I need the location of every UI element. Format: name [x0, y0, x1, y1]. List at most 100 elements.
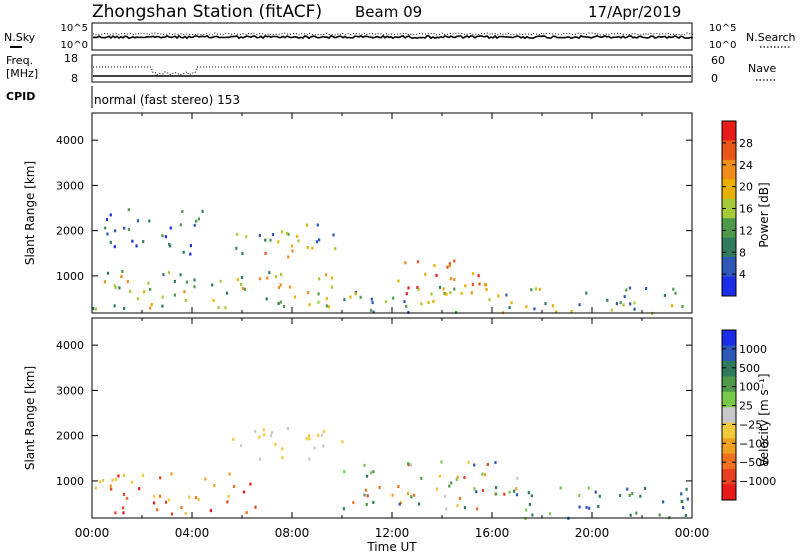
velocity-cell [448, 484, 451, 488]
power-cell [318, 277, 321, 281]
velocity-cell [635, 511, 638, 515]
colorbar-swatch [722, 330, 736, 346]
power-cell [136, 297, 139, 301]
power-cell [275, 275, 278, 279]
velocity-cell [138, 487, 141, 491]
power-cell [182, 250, 185, 254]
power-cell [449, 291, 452, 295]
velocity-cell [435, 487, 438, 491]
power-cell [430, 292, 433, 296]
power-cell [147, 281, 150, 285]
x-tick-label: 00:00 [75, 526, 110, 540]
power-cell [129, 289, 132, 293]
power-cell [142, 240, 145, 244]
velocity-cell [515, 487, 518, 491]
power-cell [606, 298, 609, 302]
velocity-cell [126, 496, 129, 500]
velocity-cell [628, 493, 631, 497]
power-cell [179, 223, 182, 227]
velocity-cell [364, 488, 368, 492]
power-cell [308, 303, 311, 307]
nave-trace [93, 66, 693, 76]
velocity-cell [254, 505, 257, 509]
power-cell [315, 240, 318, 244]
colorbar-swatch [722, 237, 736, 258]
power-cell [510, 301, 513, 305]
velocity-cell [204, 477, 207, 481]
power-cell [307, 291, 310, 295]
power-cell [306, 246, 309, 249]
power-cell [149, 306, 152, 310]
velocity-cell [271, 430, 274, 434]
velocity-cell [598, 494, 601, 498]
power-cell [610, 308, 613, 312]
power-cell [164, 235, 167, 239]
power-cell [118, 286, 121, 290]
colorbar-frame [721, 329, 737, 501]
noise-tick-bottom-left: 10^0 [61, 40, 88, 51]
velocity-cell [232, 485, 236, 488]
power-cell [416, 260, 420, 264]
velocity-cell [170, 472, 173, 476]
power-cell [585, 291, 588, 295]
power-cell [150, 303, 153, 306]
velocity-cell [286, 427, 289, 430]
power-cell [628, 286, 632, 290]
freq-panel-frame [91, 54, 693, 83]
power-cell [123, 307, 126, 310]
power-cell [265, 297, 268, 301]
power-cell [325, 297, 328, 301]
power-cell [297, 239, 300, 243]
velocity-cell [242, 490, 245, 494]
velocity-cell [188, 495, 191, 499]
velocity-cell [122, 474, 126, 478]
velocity-cell [194, 496, 198, 500]
power-cell [538, 287, 541, 291]
power-cell [327, 305, 330, 309]
velocity-cell [516, 476, 519, 480]
velocity-cell [418, 502, 421, 506]
power-cell [455, 310, 458, 314]
power-cell [193, 278, 196, 282]
power-cell [236, 278, 239, 282]
power-cell [443, 291, 446, 295]
power-cell [266, 276, 269, 280]
power-cell [131, 239, 134, 243]
colorbar-tick-label: −25 [739, 418, 762, 431]
power-cell [448, 264, 451, 268]
velocity-cell [587, 486, 590, 490]
power-cell [161, 295, 164, 299]
velocity-cell [111, 478, 114, 482]
velocity-cell [594, 490, 597, 494]
power-cell [123, 226, 126, 230]
nave-tick-top: 60 [711, 54, 725, 67]
noise-tick-top-right: 10^5 [709, 23, 736, 34]
velocity-cell [597, 505, 600, 508]
velocity-cell [525, 508, 528, 512]
power-cell [113, 284, 116, 288]
power-cell [126, 280, 129, 284]
velocity-cell [164, 500, 168, 504]
velocity-cell [363, 493, 366, 497]
velocity-cell [274, 443, 277, 446]
y-tick-label: 2000 [56, 225, 84, 238]
power-heatmap [92, 208, 684, 315]
velocity-cell [370, 471, 373, 475]
velocity-cell [114, 511, 117, 515]
power-cell [173, 293, 176, 297]
power-cell [578, 303, 581, 307]
power-cell [343, 298, 346, 302]
velocity-cell [366, 494, 369, 498]
power-cell [161, 304, 164, 308]
velocity-cell [658, 513, 661, 517]
velocity-colorbar: 1000 500 100 25 −25 −100 −500 −1000 [721, 329, 776, 501]
colorbar-tick-label: 28 [739, 137, 753, 150]
power-cell [420, 302, 423, 306]
velocity-cell [398, 502, 401, 506]
velocity-cell [209, 509, 212, 513]
velocity-cell [440, 460, 443, 464]
power-cell [623, 295, 626, 299]
velocity-cell [445, 507, 448, 511]
velocity-cell [588, 506, 591, 510]
power-cell [285, 231, 289, 235]
